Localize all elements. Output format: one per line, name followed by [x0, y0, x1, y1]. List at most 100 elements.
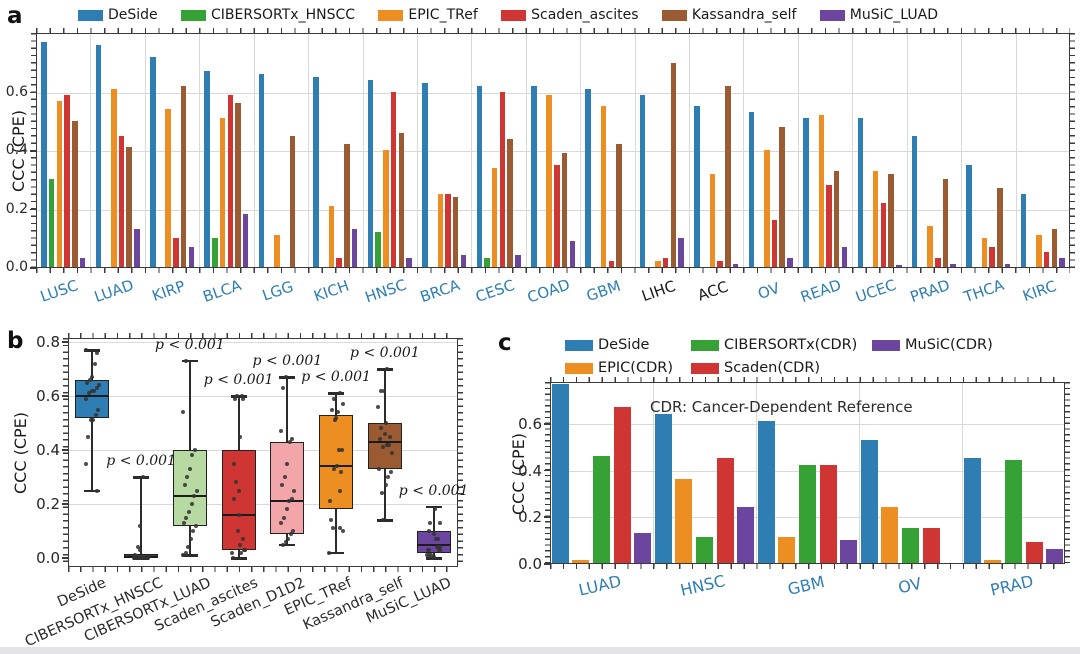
jitter-point [92, 361, 97, 366]
whisker-cap-upper [84, 349, 101, 352]
legend-item-CIBERSORTx(CDR): CIBERSORTx(CDR) [691, 337, 857, 353]
bar-LUAD-Scaden_ascites [118, 135, 125, 267]
panel-a-label: a [7, 3, 23, 29]
x-category-label-KICH: KICH [311, 276, 352, 306]
x-category-label-OV: OV [755, 278, 782, 304]
jitter-point [187, 510, 192, 515]
gridline-y [69, 504, 457, 505]
box-Scaden_D1D2 [270, 441, 305, 534]
jitter-point [376, 466, 381, 471]
y-tick-label: 0.8 [36, 333, 60, 351]
jitter-point [292, 488, 297, 493]
jitter-point [386, 475, 391, 479]
jitter-point [334, 415, 339, 420]
bar-GBM-EPIC(CDR) [778, 537, 796, 563]
bar-KIRP-MuSiC_LUAD [188, 246, 195, 267]
legend-item-EPIC_TRef: EPIC_TRef [378, 7, 478, 23]
legend-label: MuSiC(CDR) [905, 337, 993, 353]
panel-c-annotation: CDR: Cancer-Dependent Reference [650, 398, 913, 416]
bar-UCEC-Kassandra_self [888, 173, 894, 267]
bar-LIHC-DeSide [639, 94, 646, 267]
group-separator [859, 383, 860, 563]
jitter-point [376, 404, 381, 409]
legend-label: DeSide [598, 337, 650, 353]
jitter-point [383, 483, 388, 488]
jitter-point [236, 512, 241, 517]
group-separator [961, 34, 963, 267]
jitter-point [83, 461, 88, 466]
jitter-point [83, 348, 88, 353]
group-separator [689, 34, 691, 267]
bar-BRCA-Kassandra_self [452, 196, 459, 267]
bar-LUAD-EPIC(CDR) [572, 559, 590, 563]
x-minor-ticks-top [36, 28, 1070, 33]
jitter-point [431, 554, 436, 559]
jitter-point [434, 537, 439, 542]
jitter-point [282, 475, 287, 479]
legend-swatch-MuSiC(CDR) [872, 339, 900, 351]
x-category-label-PRAD: PRAD [907, 275, 953, 307]
y-minor-ticks-left [63, 338, 68, 567]
bar-KICH-DeSide [313, 77, 319, 267]
bar-LGG-EPIC_TRef [274, 234, 280, 267]
bar-BRCA-Scaden_ascites [445, 194, 451, 267]
jitter-point [181, 410, 186, 415]
group-separator [906, 34, 908, 267]
jitter-point [381, 445, 386, 450]
legend-swatch-EPIC(CDR) [565, 362, 593, 374]
legend-swatch-Scaden(CDR) [691, 362, 719, 374]
bar-CESC-Scaden_ascites [499, 91, 506, 267]
bar-BLCA-Scaden_ascites [227, 94, 234, 267]
legend-item-Scaden(CDR): Scaden(CDR) [691, 360, 820, 376]
jitter-point [388, 469, 393, 474]
x-category-label-GBM: GBM [785, 572, 826, 599]
bar-OV-MuSiC_LUAD [787, 258, 793, 267]
jitter-point [378, 388, 383, 393]
jitter-point [140, 556, 145, 560]
jitter-point [337, 488, 342, 493]
y-minor-ticks-left [31, 33, 36, 268]
bar-CESC-DeSide [476, 85, 483, 267]
jitter-point [379, 426, 384, 431]
whisker-cap-upper [328, 392, 345, 395]
legend-label: DeSide [108, 7, 158, 23]
jitter-point [281, 542, 286, 547]
bar-CESC-CIBERSORTx_HNSCC [484, 258, 490, 267]
bar-KICH-Scaden_ascites [336, 258, 342, 267]
jitter-point [340, 402, 345, 407]
jitter-point [240, 394, 245, 398]
gridline-y [69, 450, 457, 451]
jitter-point [192, 493, 197, 498]
bar-OV-EPIC(CDR) [881, 507, 899, 563]
jitter-point [438, 520, 443, 525]
jitter-point [380, 491, 385, 496]
bar-GBM-DeSide [757, 420, 775, 563]
x-category-label-LGG: LGG [259, 277, 296, 305]
jitter-point [138, 547, 143, 552]
group-separator [743, 34, 745, 267]
group-separator [797, 34, 799, 267]
jitter-point [290, 437, 295, 442]
bar-COAD-EPIC_TRef [546, 94, 552, 267]
bar-KICH-MuSiC_LUAD [351, 229, 358, 267]
bar-ACC-DeSide [694, 106, 700, 267]
jitter-point [289, 496, 294, 501]
jitter-point [186, 545, 191, 550]
bar-LUAD-EPIC_TRef [111, 88, 117, 267]
bar-READ-Scaden_ascites [826, 185, 832, 267]
jitter-point [93, 412, 98, 417]
bar-HNSC-Scaden(CDR) [716, 458, 734, 563]
x-minor-ticks-bottom [550, 564, 1065, 569]
bar-ACC-Scaden_ascites [717, 261, 723, 267]
bar-COAD-DeSide [531, 85, 537, 267]
jitter-point [382, 431, 387, 436]
bar-BRCA-EPIC_TRef [437, 194, 444, 267]
bar-OV-EPIC_TRef [764, 150, 770, 267]
jitter-point [383, 421, 388, 425]
bar-OV-Scaden(CDR) [922, 528, 940, 563]
jitter-point [133, 553, 138, 558]
bar-LIHC-Scaden_ascites [662, 258, 669, 267]
group-separator [90, 34, 92, 267]
jitter-point [233, 396, 238, 401]
box-EPIC_TRef [319, 414, 354, 510]
